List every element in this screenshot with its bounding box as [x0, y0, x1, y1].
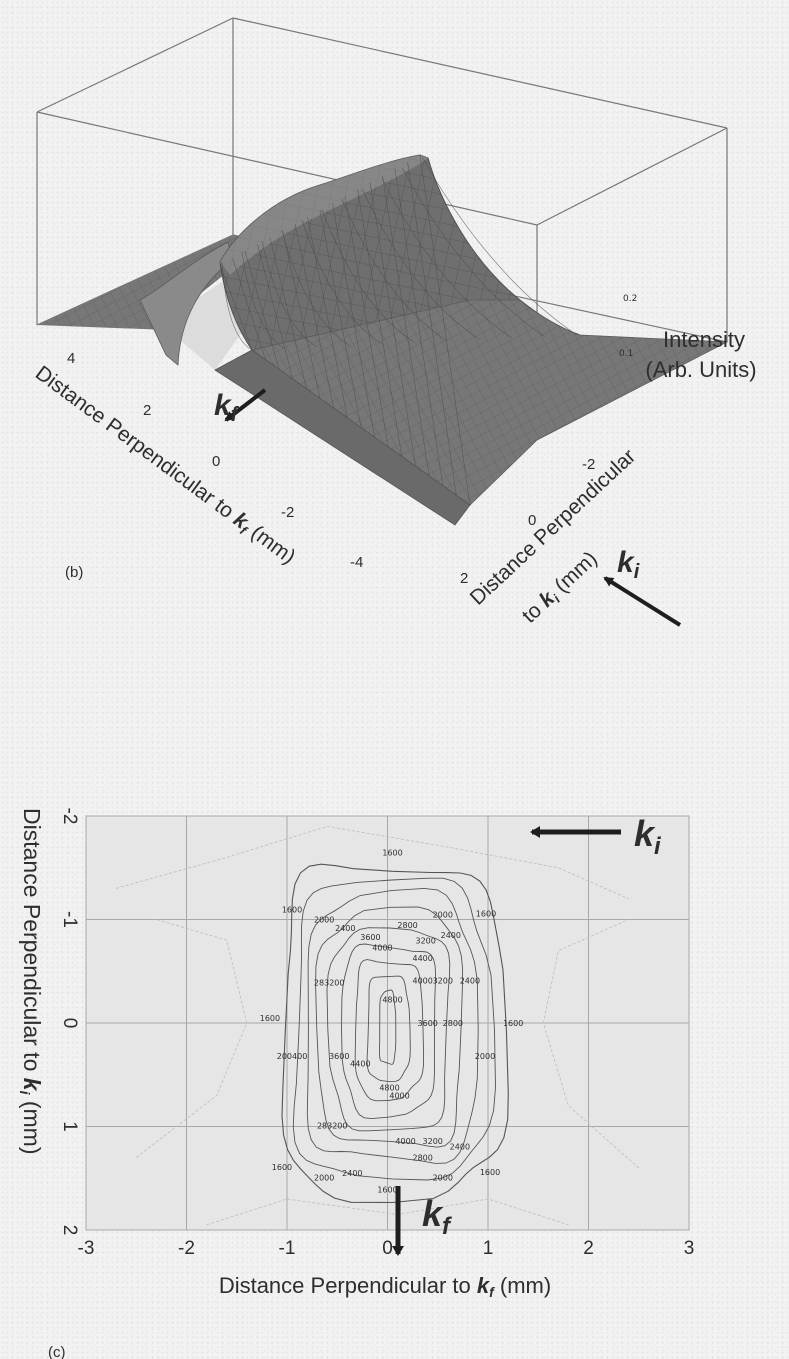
contour-level-label: 2000	[433, 1173, 453, 1182]
contour-level-label: 1600	[503, 1019, 523, 1028]
x-tick-label: 0	[212, 453, 220, 470]
x-tick-label: 4	[67, 350, 75, 367]
contour-line-4400	[366, 975, 411, 1082]
contour-level-label: 3600	[418, 1019, 438, 1028]
contour-level-label: 1600	[480, 1168, 500, 1177]
contour-level-label: 3200	[433, 977, 453, 986]
x-tick-label: 1	[483, 1238, 494, 1259]
y-tick-label: 2	[59, 1225, 80, 1236]
surface-front-frame	[36, 234, 234, 326]
surface-mesh-lines	[219, 154, 578, 506]
x-tick-label: 3	[684, 1238, 695, 1259]
surface-plot: 0.2 0.1 Intensity (Arb. Units) 4 2 0 -2 …	[31, 17, 757, 628]
faint-contour	[136, 919, 248, 1158]
contour-level-label: 2400	[450, 1142, 470, 1151]
contour-level-label: 283200	[317, 1122, 348, 1131]
x-tick-label: 2	[583, 1238, 594, 1259]
contour-line-1600	[281, 863, 509, 1204]
ki-arrow-b: ki	[603, 546, 682, 627]
contour-line-4800	[379, 989, 397, 1065]
x-axis-label: Distance Perpendicular to kf (mm)	[219, 1273, 551, 1300]
x-tick-labels: -3 -2 -1 0 1 2 3	[78, 1238, 695, 1259]
z-axis-label-line1: Intensity	[663, 327, 745, 352]
contour-level-label: 2400	[441, 931, 461, 940]
contour-line-2000	[292, 877, 496, 1181]
ki-arrow-label: ki	[634, 813, 662, 860]
y-tick-labels: -2 -1 0 1 2	[59, 808, 80, 1236]
contour-line-4000	[354, 959, 425, 1102]
contour-level-label: 4000	[372, 944, 392, 953]
contour-level-label: 3200	[416, 936, 436, 945]
contour-level-label: 2400	[335, 924, 355, 933]
contour-line-3200	[326, 927, 451, 1132]
x-tick-label: 2	[143, 402, 151, 419]
panel-label-c: (c)	[48, 1344, 66, 1359]
x-tick-label: -1	[279, 1238, 296, 1259]
contour-level-label: 1600	[382, 848, 402, 857]
y-tick-label: 2	[460, 570, 468, 587]
panel-label-b: (b)	[65, 564, 83, 581]
contour-level-label: 4800	[382, 995, 402, 1004]
contour-level-label: 200400	[277, 1052, 308, 1061]
surface-ridge-highlight	[220, 155, 428, 275]
contour-level-label: 4400	[350, 1059, 370, 1068]
kf-arrow-label: kf	[214, 389, 240, 426]
contour-level-label: 2400	[460, 977, 480, 986]
x-tick-label: -2	[281, 504, 294, 521]
contour-level-label: 3200	[423, 1137, 443, 1146]
faint-contour	[115, 825, 629, 900]
contour-level-label: 4000	[412, 977, 432, 986]
contour-level-label: 1600	[272, 1163, 292, 1172]
contour-level-label: 283200	[314, 979, 345, 988]
contour-level-label: 4000	[395, 1137, 415, 1146]
contour-level-label: 3600	[329, 1052, 349, 1061]
y-tick-label: 0	[528, 512, 536, 529]
ki-arrow-label: ki	[617, 546, 640, 583]
faint-contour	[542, 919, 640, 1169]
contour-line-3600	[341, 943, 437, 1120]
x-tick-label: 0	[382, 1238, 393, 1259]
x-tick-label: -3	[78, 1238, 95, 1259]
contour-level-label: 1600	[282, 905, 302, 914]
kf-arrow-c: kf	[392, 1186, 452, 1256]
grid-lines	[85, 815, 690, 1231]
contour-line-2800	[315, 906, 464, 1148]
z-axis-label-line2: (Arb. Units)	[645, 357, 756, 382]
contour-level-label: 2000	[433, 910, 453, 919]
kf-arrow-label: kf	[422, 1193, 452, 1240]
contour-level-label: 4400	[412, 954, 432, 963]
contour-level-label: 2000	[314, 1173, 334, 1182]
contour-level-label: 4000	[389, 1092, 409, 1101]
contour-level-label: 4800	[379, 1083, 399, 1092]
y-tick-label: 0	[59, 1018, 80, 1029]
contour-level-label: 2000	[314, 916, 334, 925]
y-axis-label: Distance Perpendicular to ki (mm)	[17, 808, 45, 1154]
kf-arrow-b: kf	[214, 388, 267, 426]
z-tick-label: 0.2	[623, 294, 637, 304]
contour-level-label: 2400	[342, 1169, 362, 1178]
x-tick-label: -4	[350, 554, 363, 571]
y-tick-label: 1	[59, 1121, 80, 1132]
z-tick-label: 0.1	[619, 349, 633, 359]
contour-level-label: 3600	[360, 933, 380, 942]
contour-level-label: 2800	[412, 1154, 432, 1163]
contour-line-2400	[306, 887, 479, 1164]
contour-level-label: 2000	[475, 1052, 495, 1061]
contour-level-label: 2800	[397, 921, 417, 930]
surface-floor-right	[251, 299, 729, 506]
contour-lines	[281, 863, 509, 1204]
y-tick-label: -2	[59, 808, 80, 825]
contour-level-label: 1600	[476, 909, 496, 918]
x-tick-label: -2	[178, 1238, 195, 1259]
y-tick-label: -2	[582, 456, 595, 473]
ki-arrow-c: ki	[530, 813, 662, 860]
contour-level-label: 2800	[443, 1019, 463, 1028]
contour-level-label: 1600	[377, 1186, 397, 1195]
y-tick-label: -1	[59, 911, 80, 928]
contour-level-label: 1600	[260, 1014, 280, 1023]
